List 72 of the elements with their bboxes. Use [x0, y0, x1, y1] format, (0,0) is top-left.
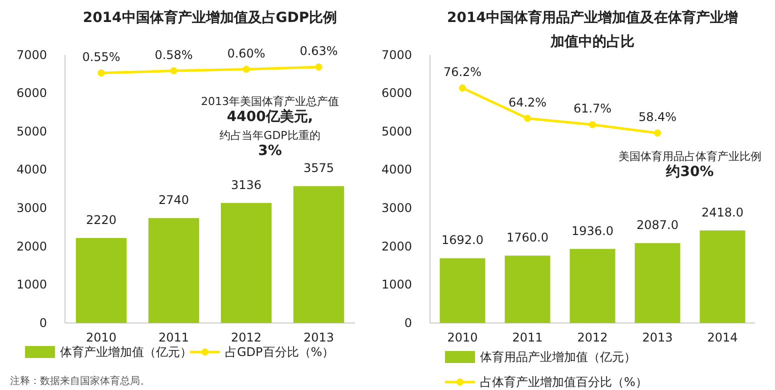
legend-label: 占GDP百分比（%） — [225, 345, 334, 359]
point — [315, 63, 322, 71]
annotation: 约30% — [665, 164, 714, 180]
data-label: 58.4% — [638, 110, 677, 124]
bar — [634, 243, 680, 323]
y-tick-label: 2000 — [381, 239, 412, 254]
x-tick-label: 2012 — [577, 330, 608, 345]
point — [242, 66, 250, 73]
legend-label: 体育用品产业增加值（亿元） — [480, 350, 636, 364]
data-label: 2087.0 — [636, 218, 678, 232]
x-tick-label: 2011 — [512, 330, 543, 345]
point — [458, 84, 466, 92]
annotation: 2013年美国体育产业总产值 — [201, 95, 339, 108]
annotation: 约占当年GDP比重的 — [220, 129, 320, 142]
y-tick-label: 4000 — [381, 162, 412, 177]
data-label: 76.2% — [443, 65, 482, 79]
y-tick-label: 4000 — [16, 162, 47, 177]
y-tick-label: 3000 — [381, 200, 412, 215]
data-label: 2418.0 — [702, 205, 744, 220]
bar — [293, 186, 344, 323]
y-tick-label: 0 — [404, 316, 412, 330]
point — [524, 114, 532, 122]
y-tick-label: 6000 — [16, 86, 47, 100]
data-label: 0.63% — [300, 44, 338, 58]
data-label: 3575 — [303, 161, 334, 176]
point — [654, 129, 662, 137]
data-label: 0.58% — [154, 48, 193, 62]
y-tick-label: 1000 — [381, 278, 412, 292]
y-tick-label: 7000 — [381, 48, 412, 62]
bar — [504, 256, 550, 323]
annotation: 美国体育用品占体育产业比例 — [618, 150, 762, 163]
bar — [570, 248, 616, 323]
chart-title: 2014中国体育产业增加值及占GDP比例 — [82, 9, 338, 26]
y-tick-label: 5000 — [16, 124, 47, 138]
annotation: 3% — [258, 143, 282, 159]
data-label: 0.60% — [227, 46, 266, 60]
bar — [220, 202, 272, 323]
y-tick-label: 0 — [39, 316, 47, 330]
chart-title: 2014中国体育用品产业增加值及在体育产业增加值中的占比 — [447, 9, 738, 50]
y-tick-label: 2000 — [16, 239, 47, 254]
x-tick-label: 2013 — [642, 330, 673, 345]
x-tick-label: 2010 — [447, 330, 478, 345]
bar — [440, 258, 486, 323]
data-label: 2220 — [86, 213, 117, 228]
point — [170, 67, 178, 74]
data-label: 1760.0 — [506, 230, 548, 245]
data-label: 61.7% — [573, 102, 612, 116]
data-label: 0.55% — [82, 50, 120, 64]
x-tick-label: 2013 — [303, 330, 334, 345]
data-label: 64.2% — [508, 95, 547, 110]
data-label: 1936.0 — [572, 224, 614, 238]
bar — [700, 230, 746, 323]
legend-label: 体育产业增加值（亿元） — [60, 345, 192, 359]
data-label: 2740 — [158, 193, 190, 208]
legend-label: 占体育产业增加值百分比（%） — [480, 375, 648, 389]
data-label: 3136 — [230, 178, 262, 192]
y-tick-label: 5000 — [381, 124, 412, 138]
x-tick-label: 2014 — [707, 330, 738, 345]
point — [588, 121, 596, 128]
x-tick-label: 2011 — [158, 330, 190, 345]
text: 注释：数据来自国家体育总局。 — [10, 375, 150, 387]
y-tick-label: 3000 — [16, 200, 47, 215]
point — [98, 69, 105, 77]
y-tick-label: 6000 — [381, 86, 412, 100]
annotation: 4400亿美元, — [226, 108, 314, 125]
x-tick-label: 2012 — [230, 330, 262, 345]
y-tick-label: 1000 — [16, 278, 47, 292]
data-label: 1692.0 — [442, 233, 484, 248]
x-tick-label: 2010 — [86, 330, 117, 345]
y-tick-label: 7000 — [16, 48, 47, 62]
bar — [148, 218, 200, 323]
bar — [76, 238, 127, 323]
